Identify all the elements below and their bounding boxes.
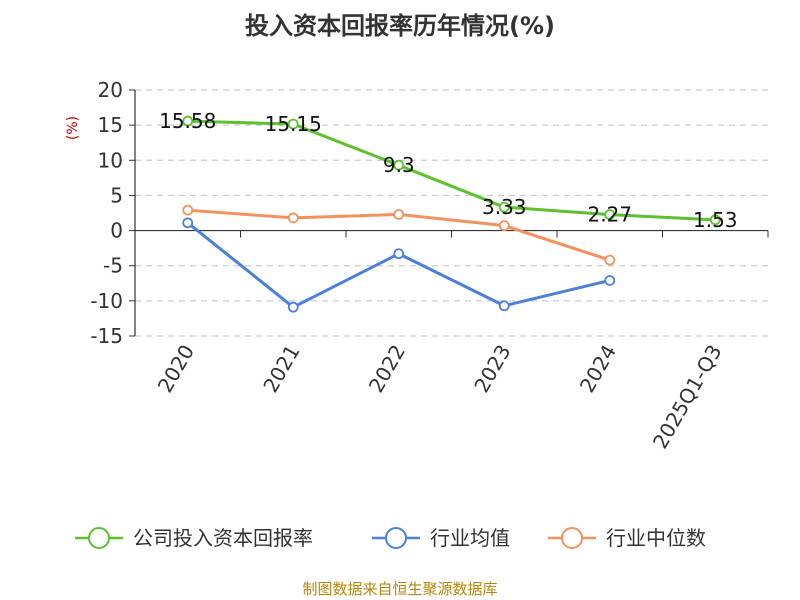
series-line [187,119,716,222]
y-tick-label: 5 [110,183,123,207]
x-tick-label: 2021 [258,341,304,397]
y-tick-label: 10 [98,148,123,172]
data-label: 2.27 [587,203,632,227]
series-lines [182,115,721,313]
data-point [604,209,616,221]
data-point [182,115,194,127]
data-point [182,204,194,216]
data-point [393,248,405,260]
data-point [604,275,616,286]
y-tick-label: -15 [90,324,123,348]
data-point [287,212,299,224]
data-label: 1.53 [693,208,738,232]
data-point [709,214,721,226]
data-point [182,217,194,229]
y-tick-label: 20 [98,78,123,102]
x-tick-label: 2023 [469,341,515,397]
x-tick-label: 2024 [575,341,621,397]
data-point [498,201,510,213]
data-point [604,254,616,266]
x-tick-label: 2022 [364,341,410,397]
data-point [393,209,405,220]
data-point [287,118,299,130]
data-point [393,159,405,171]
source-note: 制图数据来自恒生聚源数据库 [302,580,497,598]
y-tick-label: -10 [90,289,123,313]
series-line [186,221,611,309]
data-label: 9.3 [383,153,415,177]
data-point [498,220,510,232]
y-tick-label: 15 [98,113,123,137]
legend-swatch-marker [385,527,407,549]
legend-label: 公司投入资本回报率 [133,526,313,550]
chart-title: 投入资本回报率历年情况(%) [245,12,555,40]
y-tick-labels: 20 15 10 5 0 -5 -10 -15 [90,78,123,348]
legend-swatch-marker [88,527,110,549]
y-axis-label: (%) [65,116,81,140]
data-label: 3.33 [482,195,527,219]
data-labels: 15.58 15.15 9.3 3.33 2.27 1.53 [159,109,737,232]
y-tick-label: 0 [110,219,123,243]
x-tick-labels: 2020 2021 2022 2023 2024 2025Q1-Q3 [153,341,727,453]
x-tick-label: 2020 [153,341,199,397]
y-tick-label: -5 [103,254,123,278]
data-label: 15.58 [159,109,216,133]
data-label: 15.15 [265,112,322,136]
axes [129,89,769,337]
x-tick-label: 2025Q1-Q3 [648,341,727,453]
legend-label: 行业中位数 [606,526,706,550]
data-point [287,301,299,313]
legend-swatch-marker [561,527,583,549]
data-point [498,300,510,312]
legend: 公司投入资本回报率 行业均值 行业中位数 [75,526,706,550]
legend-label: 行业均值 [430,526,510,550]
